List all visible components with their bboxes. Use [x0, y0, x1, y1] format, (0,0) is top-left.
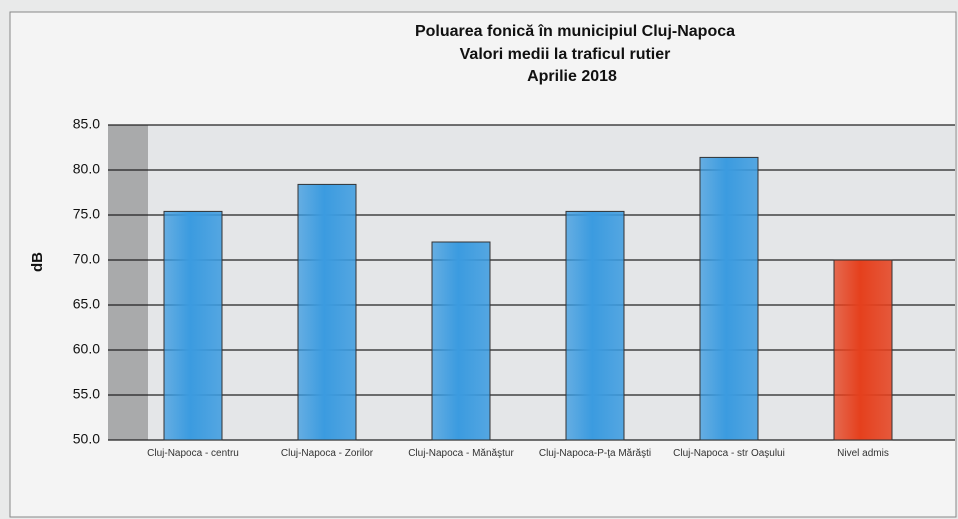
x-tick-label: Cluj-Napoca - str Oaşului	[673, 448, 785, 459]
chart-title: Aprilie 2018	[527, 68, 617, 85]
y-tick-label: 80.0	[73, 161, 100, 177]
chart-title: Valori medii la traficul rutier	[460, 46, 671, 63]
y-tick-label: 65.0	[73, 296, 100, 312]
x-tick-label: Cluj-Napoca - Mănăştur	[408, 448, 514, 459]
y-tick-label: 50.0	[73, 431, 100, 447]
x-tick-label: Cluj-Napoca-P-ţa Mărăşti	[538, 448, 652, 459]
x-tick-label: Cluj-Napoca - centru	[147, 448, 239, 459]
bar	[565, 210, 625, 441]
bar	[699, 156, 759, 441]
bar	[297, 183, 357, 441]
bar	[431, 241, 491, 441]
x-tick-label: Cluj-Napoca - Zorilor	[280, 448, 374, 459]
y-tick-label: 85.0	[73, 116, 100, 132]
bar	[163, 210, 223, 441]
plot-wall	[108, 125, 148, 440]
bar	[833, 259, 893, 441]
x-tick-label: Nivel admis	[837, 448, 889, 459]
y-tick-label: 75.0	[73, 206, 100, 222]
y-axis-label: dB	[29, 252, 46, 272]
y-tick-label: 70.0	[73, 251, 100, 267]
chart-title: Poluarea fonică în municipiul Cluj-Napoc…	[415, 23, 735, 40]
y-tick-label: 55.0	[73, 386, 100, 402]
plot-area	[108, 125, 955, 440]
y-tick-label: 60.0	[73, 341, 100, 357]
